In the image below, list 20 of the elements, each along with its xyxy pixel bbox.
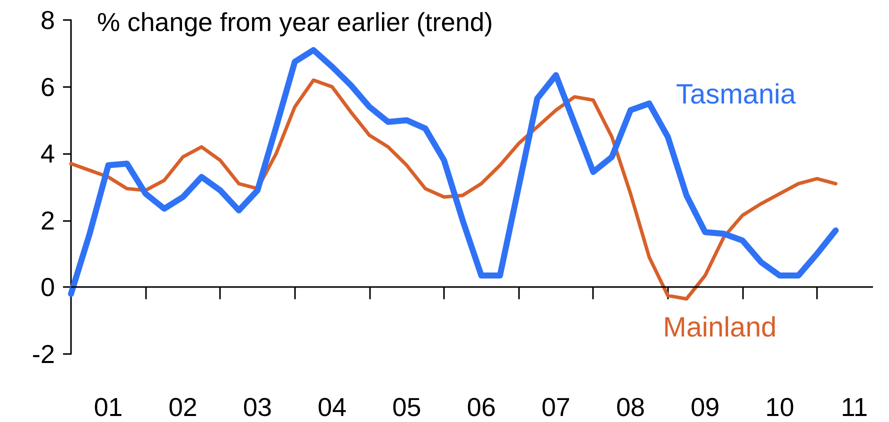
y-tick-label: 6 xyxy=(40,72,55,102)
x-tick-label: 03 xyxy=(243,392,272,422)
y-tick-label: -2 xyxy=(32,339,55,369)
x-tick-label: 08 xyxy=(616,392,645,422)
y-tick-label: 2 xyxy=(40,205,55,236)
x-tick-label: 04 xyxy=(318,392,347,422)
y-axis-title: % change from year earlier (trend) xyxy=(97,7,493,37)
x-tick-label: 10 xyxy=(765,392,794,422)
x-tick-label: 05 xyxy=(392,392,422,422)
y-tick-label: 4 xyxy=(40,138,55,169)
x-tick-label: 11 xyxy=(840,392,868,422)
series-label: Tasmania xyxy=(676,78,796,110)
y-tick-label: 8 xyxy=(40,5,55,35)
x-tick-label: 01 xyxy=(94,392,123,422)
x-tick-label: 02 xyxy=(168,392,198,422)
x-tick-label: 07 xyxy=(541,392,570,422)
x-tick-label: 09 xyxy=(690,392,720,422)
y-tick-label: 0 xyxy=(40,272,55,302)
x-tick-label: 06 xyxy=(466,392,496,422)
series-label: Mainland xyxy=(663,312,777,342)
